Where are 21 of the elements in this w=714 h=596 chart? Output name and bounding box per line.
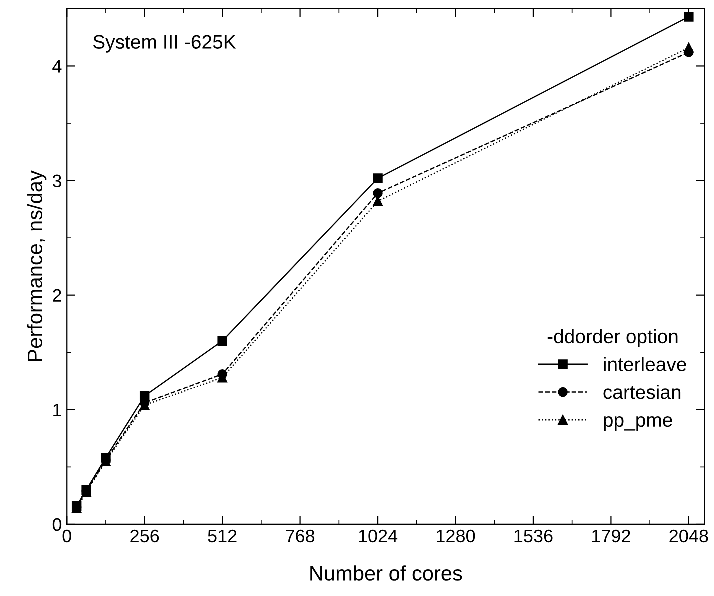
x-tick-label: 256 bbox=[130, 530, 160, 543]
x-tick-label: 768 bbox=[286, 530, 315, 543]
y-axis-title: Performance, ns/day bbox=[27, 170, 47, 362]
x-tick-label: 1024 bbox=[359, 530, 398, 543]
legend-title: -ddorder option bbox=[548, 329, 678, 348]
y-tick-label: 2 bbox=[53, 289, 62, 302]
legend-label: interleave bbox=[604, 357, 686, 372]
legend-label: pp_pme bbox=[604, 416, 672, 431]
x-tick-label: 0 bbox=[62, 530, 72, 543]
x-tick-label: 1280 bbox=[437, 530, 476, 543]
y-tick-label: 3 bbox=[52, 174, 62, 188]
y-tick-label: 4 bbox=[52, 60, 62, 73]
x-tick-label: 1536 bbox=[514, 530, 553, 543]
x-axis-title: Number of cores bbox=[310, 566, 462, 581]
x-tick-label: 2048 bbox=[670, 530, 708, 543]
x-tick-label: 1792 bbox=[592, 530, 630, 543]
y-tick-label: 1 bbox=[54, 404, 62, 416]
y-tick-label: 0 bbox=[52, 518, 62, 532]
x-tick-label: 512 bbox=[208, 530, 237, 543]
annotation: System III -625K bbox=[94, 35, 236, 53]
legend-label: cartesian bbox=[604, 384, 681, 400]
